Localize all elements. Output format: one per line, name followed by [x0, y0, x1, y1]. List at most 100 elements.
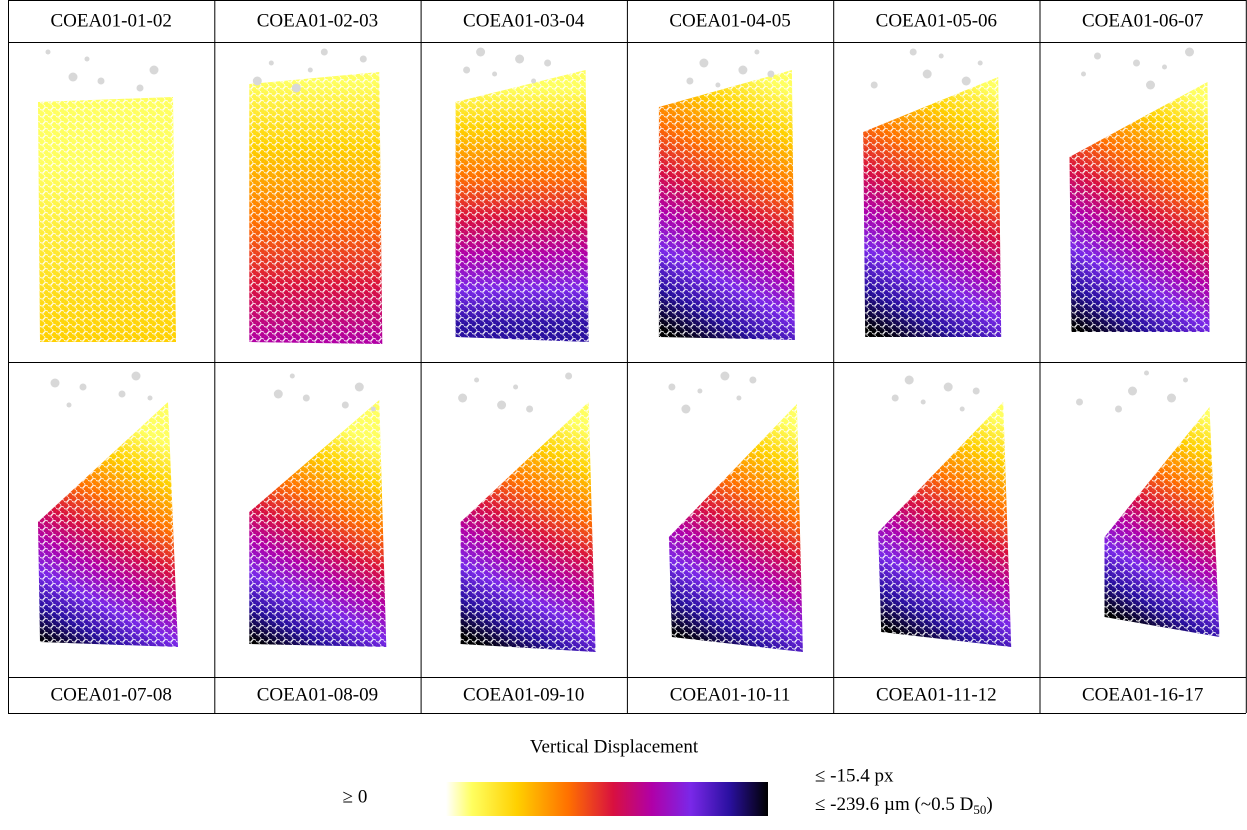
- grey-particle: [736, 395, 742, 401]
- grey-particle: [320, 48, 328, 56]
- grey-particle: [1183, 377, 1188, 383]
- grey-particle: [977, 60, 983, 66]
- grey-particle: [972, 387, 980, 395]
- grey-particle: [681, 404, 691, 414]
- grey-particle: [720, 371, 730, 381]
- grey-particle: [686, 77, 694, 85]
- particle-texture: [455, 70, 589, 342]
- grey-particle: [492, 71, 498, 77]
- column-label: COEA01-01-02: [50, 10, 171, 31]
- grey-particle: [341, 401, 349, 409]
- grey-particle: [1094, 52, 1101, 60]
- grey-particle: [354, 382, 364, 392]
- column-label: COEA01-11-12: [876, 684, 997, 705]
- grey-particle: [526, 405, 534, 413]
- grey-particle: [1128, 386, 1137, 396]
- grey-particle: [476, 47, 486, 57]
- grey-particle: [68, 72, 78, 82]
- grey-particle: [307, 67, 313, 73]
- grey-particle: [891, 394, 899, 402]
- grey-particle: [45, 49, 51, 55]
- grey-particle: [1115, 405, 1122, 413]
- grey-particle: [1144, 370, 1149, 376]
- grey-particle: [289, 373, 295, 379]
- grey-particle: [909, 48, 917, 56]
- label-suffix: ): [986, 794, 992, 815]
- grey-particle: [1076, 398, 1083, 406]
- colorbar-min-label: ≥ 0: [343, 786, 368, 807]
- grey-particle: [370, 406, 376, 412]
- grey-particle: [458, 393, 468, 403]
- grey-particle: [273, 389, 283, 399]
- grey-particle: [920, 399, 926, 405]
- grey-particle: [84, 56, 90, 62]
- grey-particle: [961, 76, 971, 86]
- particle-texture: [1069, 82, 1210, 332]
- grey-particle: [565, 372, 573, 380]
- colorbar-title: Vertical Displacement: [530, 736, 699, 757]
- column-label: COEA01-04-05: [669, 10, 790, 31]
- grey-particle: [118, 390, 126, 398]
- column-label: COEA01-07-08: [50, 684, 171, 705]
- grey-particle: [513, 384, 519, 390]
- grey-particle: [531, 78, 537, 84]
- grey-particle: [715, 82, 721, 88]
- particle-texture: [878, 402, 1012, 647]
- particle-texture: [1104, 407, 1220, 637]
- grey-particle: [147, 395, 153, 401]
- grey-particle: [474, 377, 480, 383]
- particle-texture: [460, 402, 596, 652]
- column-label: COEA01-10-11: [670, 684, 791, 705]
- grey-particle: [359, 55, 367, 63]
- label-subscript: 50: [973, 802, 986, 817]
- grey-particle: [66, 402, 72, 408]
- grey-particle: [463, 66, 471, 74]
- grey-particle: [943, 382, 953, 392]
- grey-particle: [136, 84, 144, 92]
- grey-particle: [699, 58, 709, 68]
- column-label: COEA01-09-10: [463, 684, 584, 705]
- grey-particle: [904, 375, 914, 385]
- grey-particle: [252, 76, 262, 86]
- grey-particle: [938, 53, 944, 59]
- particle-texture: [658, 70, 795, 340]
- label-text: ≤ -239.6 µm (~0.5 D: [815, 794, 973, 815]
- grey-particle: [79, 383, 87, 391]
- grey-particle: [97, 77, 105, 85]
- grey-particle: [697, 388, 703, 394]
- particle-texture: [249, 400, 387, 647]
- particle-texture: [38, 97, 176, 342]
- grey-particle: [870, 81, 878, 89]
- particle-texture: [249, 72, 383, 344]
- column-label: COEA01-05-06: [876, 10, 997, 31]
- grey-particle: [1133, 59, 1140, 67]
- grey-particle: [754, 49, 760, 55]
- grey-particle: [268, 60, 274, 66]
- grey-particle: [959, 406, 965, 412]
- grey-particle: [291, 83, 301, 93]
- column-label: COEA01-02-03: [257, 10, 378, 31]
- grey-particle: [922, 69, 932, 79]
- grey-particle: [738, 65, 748, 75]
- grey-particle: [131, 371, 141, 381]
- column-label: COEA01-08-09: [257, 684, 378, 705]
- column-label: COEA01-16-17: [1082, 684, 1203, 705]
- grey-particle: [544, 59, 552, 67]
- grey-particle: [497, 400, 507, 410]
- grey-particle: [767, 70, 775, 78]
- colorbar-max-label-px: ≤ -15.4 px: [815, 765, 894, 786]
- column-label: COEA01-03-04: [463, 10, 585, 31]
- column-label: COEA01-06-07: [1082, 10, 1203, 31]
- grey-particle: [1167, 393, 1176, 403]
- colorbar-max-label-um: ≤ -239.6 µm (~0.5 D50): [815, 794, 993, 817]
- particle-texture: [38, 402, 178, 647]
- grey-particle: [1081, 71, 1086, 77]
- grey-particle: [1146, 80, 1155, 90]
- grey-particle: [149, 65, 159, 75]
- particle-texture: [863, 77, 1002, 337]
- grey-particle: [668, 383, 676, 391]
- grey-particle: [515, 54, 525, 64]
- particle-texture: [668, 404, 803, 652]
